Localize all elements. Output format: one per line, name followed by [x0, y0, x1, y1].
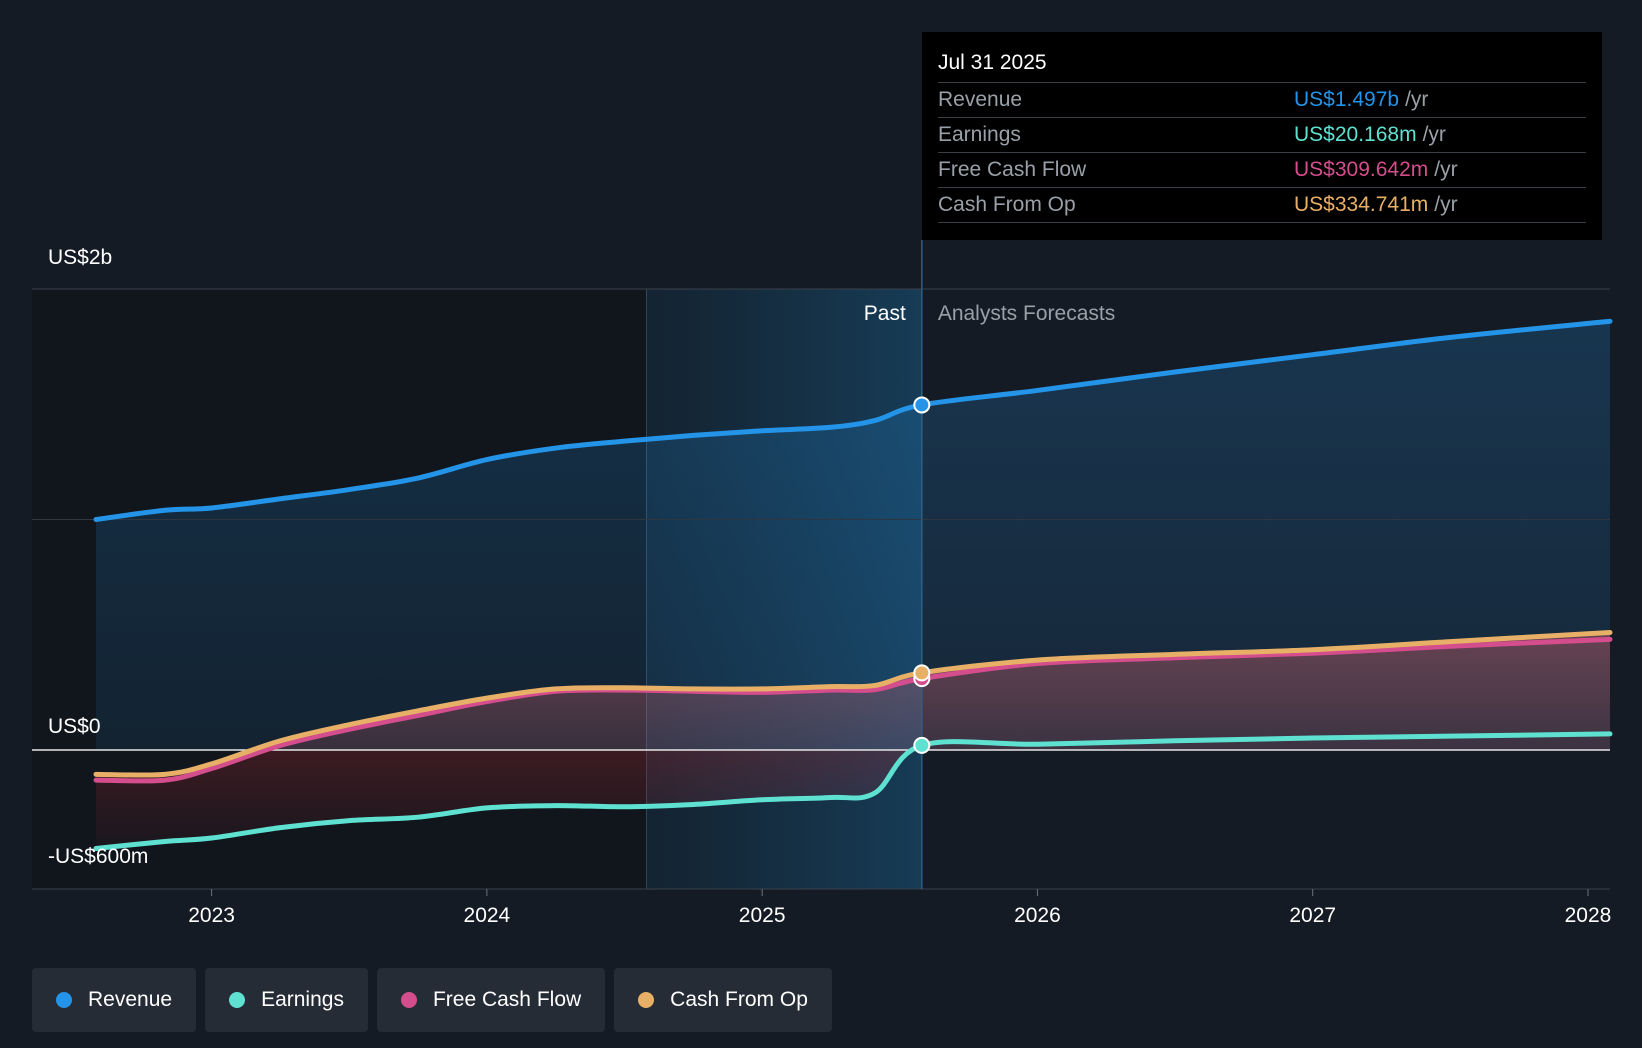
y-axis-label: US$0 — [48, 715, 101, 738]
legend-dot-icon — [400, 992, 417, 1008]
legend-dot-icon — [638, 992, 655, 1008]
x-tick-label: 2026 — [1014, 904, 1061, 927]
earnings-line — [93, 731, 1613, 851]
earnings-marker — [913, 736, 931, 754]
revenue-marker — [913, 396, 931, 414]
tooltip-label: Earnings — [938, 123, 1021, 146]
x-tick-label: 2027 — [1289, 904, 1336, 927]
tooltip-row-revenue: Revenue US$1.497b /yr — [938, 83, 1586, 118]
x-tick-label: 2023 — [188, 904, 235, 927]
tooltip-label: Revenue — [938, 88, 1023, 111]
legend-label: Earnings — [261, 988, 344, 1011]
legend-item-revenue[interactable]: Revenue — [32, 968, 197, 1032]
tooltip-label: Cash From Op — [938, 193, 1076, 216]
past-label: Past — [864, 302, 906, 325]
legend-dot-icon — [229, 992, 246, 1008]
financial-chart: 2023 2024 2025 2026 2027 2028 US$2b US$0 -US$600… — [32, 240, 1613, 927]
tooltip-value: US$309.642m — [1294, 158, 1429, 181]
legend-label: Revenue — [88, 988, 173, 1011]
forecast-label: Analysts Forecasts — [938, 302, 1115, 325]
revenue-line — [93, 318, 1613, 522]
tooltip-unit: /yr — [1434, 158, 1458, 181]
y-axis-label: US$2b — [48, 246, 112, 269]
cash-from-op-line — [93, 629, 1613, 778]
tooltip-label: Free Cash Flow — [938, 158, 1087, 181]
tooltip-row-free-cash-flow: Free Cash Flow US$309.642m /yr — [938, 153, 1586, 188]
tooltip-row-cash-from-op: Cash From Op US$334.741m /yr — [938, 188, 1586, 223]
legend: Revenue Earnings Free Cash Flow Cash Fro… — [32, 968, 832, 1032]
y-axis-label: -US$600m — [48, 845, 148, 868]
tooltip-unit: /yr — [1434, 193, 1458, 216]
legend-label: Cash From Op — [670, 988, 808, 1011]
legend-item-cash-from-op[interactable]: Cash From Op — [614, 968, 832, 1032]
free-cash-flow-line — [93, 636, 1613, 784]
revenue-area — [96, 321, 1610, 750]
tooltip-value: US$1.497b — [1294, 88, 1400, 111]
tooltip-value: US$20.168m — [1294, 123, 1417, 146]
legend-dot-icon — [56, 992, 72, 1008]
tooltip-date: Jul 31 2025 — [938, 48, 1586, 83]
tooltip-unit: /yr — [1422, 123, 1446, 146]
tooltip-value: US$334.741m — [1294, 193, 1429, 216]
legend-label: Free Cash Flow — [432, 988, 582, 1011]
legend-item-earnings[interactable]: Earnings — [205, 968, 368, 1032]
cash-from-op-marker — [913, 664, 931, 682]
tooltip: Jul 31 2025 Revenue US$1.497b /yr Earnin… — [922, 32, 1602, 240]
legend-item-free-cash-flow[interactable]: Free Cash Flow — [376, 968, 606, 1032]
x-tick-label: 2024 — [464, 904, 511, 927]
tooltip-row-earnings: Earnings US$20.168m /yr — [938, 118, 1586, 153]
x-tick-label: 2025 — [739, 904, 786, 927]
tooltip-unit: /yr — [1405, 88, 1429, 111]
x-tick-label: 2028 — [1565, 904, 1612, 927]
